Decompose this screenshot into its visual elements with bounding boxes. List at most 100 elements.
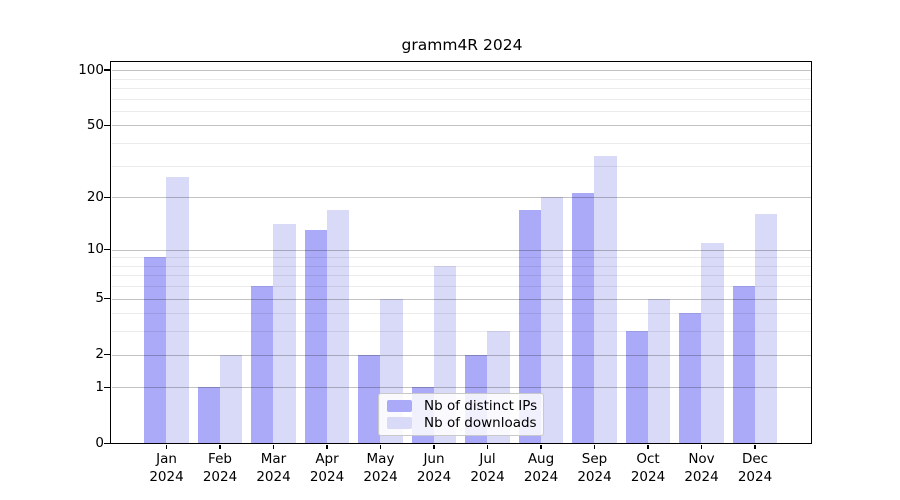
month-year: 2024: [470, 468, 505, 485]
month-year: 2024: [577, 468, 612, 485]
minor-gridline: [111, 98, 812, 100]
minor-gridline: [111, 143, 812, 145]
x-axis-tick-mark: [593, 444, 596, 450]
legend-item: Nb of downloads: [387, 415, 537, 432]
x-axis-month-label: Sep 2024: [565, 451, 625, 486]
month-year: 2024: [684, 468, 719, 485]
month-year: 2024: [309, 468, 345, 485]
x-axis-month-label: Feb 2024: [190, 451, 250, 486]
bar-distinct-ips-feb: [197, 387, 220, 444]
bar-distinct-ips-oct: [625, 331, 648, 444]
bar-downloads-dec: [754, 214, 778, 444]
x-axis-tick-mark: [700, 444, 703, 450]
major-gridline: [111, 354, 812, 356]
x-axis-tick-mark: [326, 444, 328, 450]
month-year: 2024: [523, 468, 559, 485]
bar-distinct-ips-may: [358, 354, 381, 444]
bar-distinct-ips-jan: [144, 257, 167, 444]
bar-downloads-jan: [166, 176, 189, 444]
x-axis-tick-mark: [272, 444, 275, 450]
month-name: Aug: [527, 451, 555, 467]
y-axis-tick-mark: [104, 248, 111, 251]
x-axis-month-label: Dec 2024: [725, 451, 785, 486]
minor-gridline: [111, 275, 812, 277]
minor-gridline: [111, 257, 812, 259]
x-axis-tick-mark: [433, 444, 435, 450]
y-axis-tick-mark: [104, 124, 111, 127]
bar-distinct-ips-dec: [732, 286, 755, 444]
x-axis-tick-mark: [540, 444, 542, 450]
x-axis-tick-mark: [219, 444, 221, 450]
y-axis-tick-label: 1: [95, 378, 104, 395]
month-year: 2024: [256, 468, 291, 485]
month-name: Feb: [208, 451, 232, 467]
major-gridline: [111, 298, 812, 300]
bar-distinct-ips-mar: [251, 286, 274, 444]
x-axis-month-label: Aug 2024: [511, 451, 571, 486]
y-axis-tick-mark: [104, 297, 111, 300]
chart-title: gramm4R 2024: [401, 36, 523, 54]
bar-distinct-ips-apr: [304, 230, 327, 444]
x-axis-month-label: Oct 2024: [618, 451, 678, 486]
x-axis-month-label: Mar 2024: [244, 451, 304, 486]
bar-downloads-oct: [647, 298, 671, 444]
x-axis-tick-mark: [165, 444, 168, 450]
x-axis-month-label: Jan 2024: [137, 451, 197, 486]
month-year: 2024: [363, 468, 398, 485]
minor-gridline: [111, 88, 812, 89]
minor-gridline: [111, 286, 812, 288]
x-axis-month-label: Nov 2024: [672, 451, 732, 486]
month-year: 2024: [149, 468, 184, 485]
month-name: Oct: [636, 451, 660, 467]
month-name: Sep: [581, 451, 608, 467]
month-name: Jun: [423, 451, 445, 467]
y-axis-tick-mark: [104, 442, 111, 445]
major-gridline: [111, 249, 812, 251]
month-name: Jan: [156, 451, 177, 467]
y-axis-tick-mark: [104, 69, 111, 71]
month-year: 2024: [630, 468, 666, 485]
month-name: Jul: [479, 451, 496, 467]
major-gridline: [111, 125, 812, 127]
bar-downloads-apr: [326, 209, 350, 444]
y-axis-tick-mark: [104, 196, 111, 198]
major-gridline: [111, 387, 812, 389]
y-axis-tick-label: 50: [86, 116, 104, 133]
y-axis-tick-label: 20: [86, 188, 104, 205]
bar-distinct-ips-nov: [679, 313, 702, 444]
x-axis-month-label: Jul 2024: [458, 451, 518, 486]
x-axis-month-label: May 2024: [351, 451, 411, 486]
legend-item: Nb of distinct IPs: [387, 398, 537, 414]
minor-gridline: [111, 265, 812, 267]
minor-gridline: [111, 110, 812, 112]
bar-distinct-ips-sep: [572, 193, 595, 444]
month-name: Dec: [741, 451, 769, 467]
month-year: 2024: [737, 468, 773, 485]
x-axis-tick-mark: [486, 444, 489, 450]
minor-gridline: [111, 78, 812, 80]
x-axis-month-label: Jun 2024: [404, 451, 464, 486]
y-axis-tick-label: 100: [78, 61, 104, 78]
bar-downloads-sep: [594, 155, 617, 444]
minor-gridline: [111, 165, 812, 167]
bar-downloads-nov: [701, 242, 724, 444]
y-axis-tick-label: 2: [95, 346, 104, 363]
month-name: Nov: [688, 451, 715, 467]
x-axis-tick-mark: [647, 444, 649, 450]
y-axis-tick-mark: [104, 386, 111, 389]
bar-downloads-mar: [273, 224, 296, 444]
month-year: 2024: [416, 468, 452, 485]
month-year: 2024: [202, 468, 238, 485]
y-axis-tick-mark: [104, 353, 111, 356]
plot-area: [111, 62, 812, 444]
month-name: May: [366, 451, 395, 467]
x-axis-tick-mark: [379, 444, 382, 450]
y-axis-tick-label: 0: [95, 435, 104, 451]
minor-gridline: [111, 331, 812, 333]
y-axis-tick-label: 10: [86, 241, 104, 257]
legend-swatch-icon: [387, 399, 412, 412]
minor-gridline: [111, 313, 812, 315]
x-axis-tick-mark: [754, 444, 756, 450]
legend-item-label: Nb of downloads: [424, 415, 537, 432]
legend-swatch-icon: [387, 417, 412, 430]
